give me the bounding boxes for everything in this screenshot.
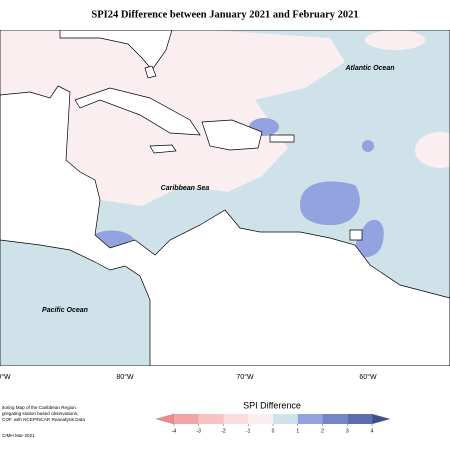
negative-area (365, 30, 425, 50)
land-florida (59, 30, 173, 71)
colorbar-bin (347, 414, 372, 424)
positive-area (362, 140, 374, 152)
footnote-line: CIMH Mar-2021 (2, 433, 35, 438)
ocean-label: Atlantic Ocean (344, 65, 394, 72)
map: Atlantic Ocean Caribbean Sea Pacific Oce… (0, 30, 450, 366)
colorbar-tick-label: -1 (246, 428, 251, 434)
land-cuba (74, 87, 201, 136)
colorbar-bin (297, 414, 323, 424)
colorbar-tick-label: 2 (321, 428, 324, 434)
land-puerto-rico (269, 134, 295, 143)
positive-area (300, 181, 360, 226)
colorbar-under (155, 413, 175, 425)
colorbar-tick-label: -3 (197, 428, 202, 434)
land-jamaica (149, 144, 177, 154)
footnote-line: itoring Map of the Caribbean Region. (2, 405, 77, 410)
colorbar-tick-label: 4 (371, 428, 374, 434)
map-title: SPI24 Difference between January 2021 an… (91, 9, 358, 20)
longitude-label: 70°W (236, 373, 254, 381)
footnote-line: COF, with NCEP/NCAR Reanalysis Data (2, 417, 85, 422)
ocean-label: Caribbean Sea (161, 185, 210, 192)
colorbar-tick-label: 3 (346, 428, 349, 434)
colorbar-tick-label: -4 (172, 428, 177, 434)
longitude-label: 90°W (0, 373, 11, 381)
colorbar-bin (223, 414, 249, 424)
negative-area (415, 132, 450, 168)
colorbar-bin (198, 414, 224, 424)
land-bahamas (144, 65, 157, 79)
ocean-label: Pacific Ocean (42, 307, 88, 314)
land-mainland (0, 85, 450, 366)
colorbar-bin (273, 414, 298, 424)
colorbar-title: SPI Difference (243, 400, 301, 410)
colorbar-tick-label: -2 (221, 428, 226, 434)
colorbar-bin (248, 414, 273, 424)
colorbar: SPI Difference -4 -3 -2 -1 0 1 2 3 4 (155, 400, 391, 434)
positive-area (355, 219, 384, 258)
land-hispaniola (201, 119, 263, 151)
colorbar-bin (174, 414, 199, 424)
colorbar-tick-label: 0 (272, 428, 275, 434)
footnote-line: gregating station based observations, (2, 411, 78, 416)
colorbar-over (371, 413, 391, 425)
longitude-label: 60°W (359, 373, 377, 381)
land-trinidad (349, 229, 363, 241)
longitude-labels: 90°W 80°W 70°W 60°W (0, 373, 377, 381)
colorbar-bin (322, 414, 348, 424)
longitude-label: 80°W (116, 373, 134, 381)
colorbar-tick-label: 1 (296, 428, 299, 434)
footnote: itoring Map of the Caribbean Region.greg… (2, 405, 85, 438)
